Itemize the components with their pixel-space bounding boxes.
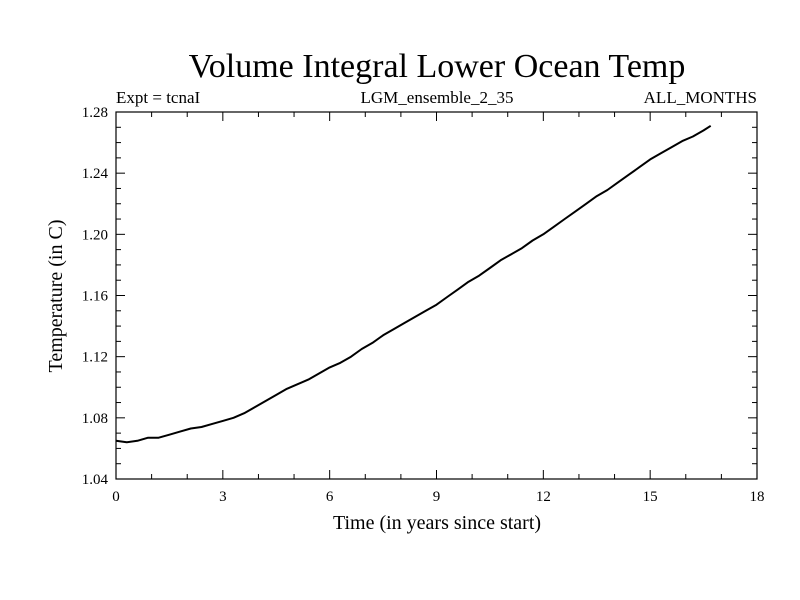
y-axis-tick-labels: 1.04 1.08 1.12 1.16 1.20 1.24 1.28 bbox=[82, 105, 109, 488]
series-line bbox=[115, 124, 712, 444]
chart-title: Volume Integral Lower Ocean Temp bbox=[189, 48, 686, 85]
x-tick-label: 3 bbox=[219, 489, 227, 505]
y-tick-label: 1.16 bbox=[82, 289, 109, 305]
y-tick-label: 1.08 bbox=[82, 411, 108, 427]
x-axis-tick-labels: 0 3 6 9 12 15 18 bbox=[112, 489, 764, 505]
x-axis-label: Time (in years since start) bbox=[333, 512, 541, 534]
x-tick-label: 6 bbox=[326, 489, 334, 505]
x-tick-label: 12 bbox=[536, 489, 551, 505]
subtitle-left: Expt = tcnaI bbox=[116, 88, 201, 107]
subtitle-center: LGM_ensemble_2_35 bbox=[361, 88, 514, 107]
x-tick-label: 15 bbox=[643, 489, 658, 505]
x-tick-label: 0 bbox=[112, 489, 120, 505]
y-tick-label: 1.20 bbox=[82, 227, 108, 243]
y-tick-label: 1.24 bbox=[82, 166, 109, 182]
subtitle-right: ALL_MONTHS bbox=[644, 88, 757, 107]
x-tick-label: 9 bbox=[433, 489, 441, 505]
y-tick-label: 1.12 bbox=[82, 350, 108, 366]
y-axis-ticks bbox=[116, 111, 757, 480]
y-tick-label: 1.28 bbox=[82, 105, 108, 121]
y-axis-label: Temperature (in C) bbox=[45, 220, 67, 373]
x-axis-ticks bbox=[115, 112, 758, 479]
y-tick-label: 1.04 bbox=[82, 472, 109, 488]
x-tick-label: 18 bbox=[750, 489, 765, 505]
